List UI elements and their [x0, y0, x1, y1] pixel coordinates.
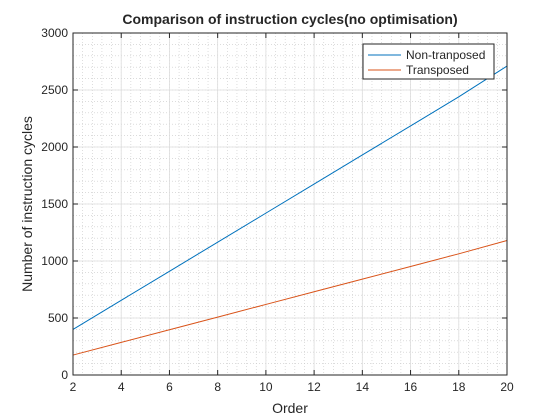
legend-box [362, 43, 495, 80]
y-axis: 0 500 1000 1500 2000 2500 3000 [41, 26, 507, 382]
x-axis: 2 4 6 8 10 12 14 16 18 20 [70, 33, 514, 394]
x-tick-label: 20 [500, 380, 514, 394]
x-tick-label: 18 [452, 380, 466, 394]
x-tick-label: 6 [166, 380, 173, 394]
y-tick-label: 1000 [41, 254, 68, 268]
legend-label-1: Non-tranposed [406, 48, 485, 62]
x-tick-label: 2 [70, 380, 77, 394]
y-axis-title: Number of instruction cycles [19, 116, 35, 292]
y-tick-label: 2500 [41, 83, 68, 97]
x-tick-label: 16 [404, 380, 418, 394]
y-tick-label: 500 [48, 311, 68, 325]
x-tick-label: 10 [259, 380, 273, 394]
y-tick-label: 0 [61, 368, 68, 382]
series-layer [72, 65, 508, 356]
chart-title: Comparison of instruction cycles(no opti… [122, 11, 457, 27]
x-tick-label: 8 [214, 380, 221, 394]
series-line-1 [72, 65, 508, 330]
x-tick-label: 4 [118, 380, 125, 394]
x-axis-title: Order [272, 400, 308, 416]
x-tick-label: 12 [307, 380, 321, 394]
legend-label-2: Transposed [406, 63, 469, 77]
y-tick-label: 2000 [41, 140, 68, 154]
series-line-2 [72, 239, 508, 356]
x-tick-label: 14 [356, 380, 370, 394]
y-tick-label: 3000 [41, 26, 68, 40]
y-tick-label: 1500 [41, 197, 68, 211]
